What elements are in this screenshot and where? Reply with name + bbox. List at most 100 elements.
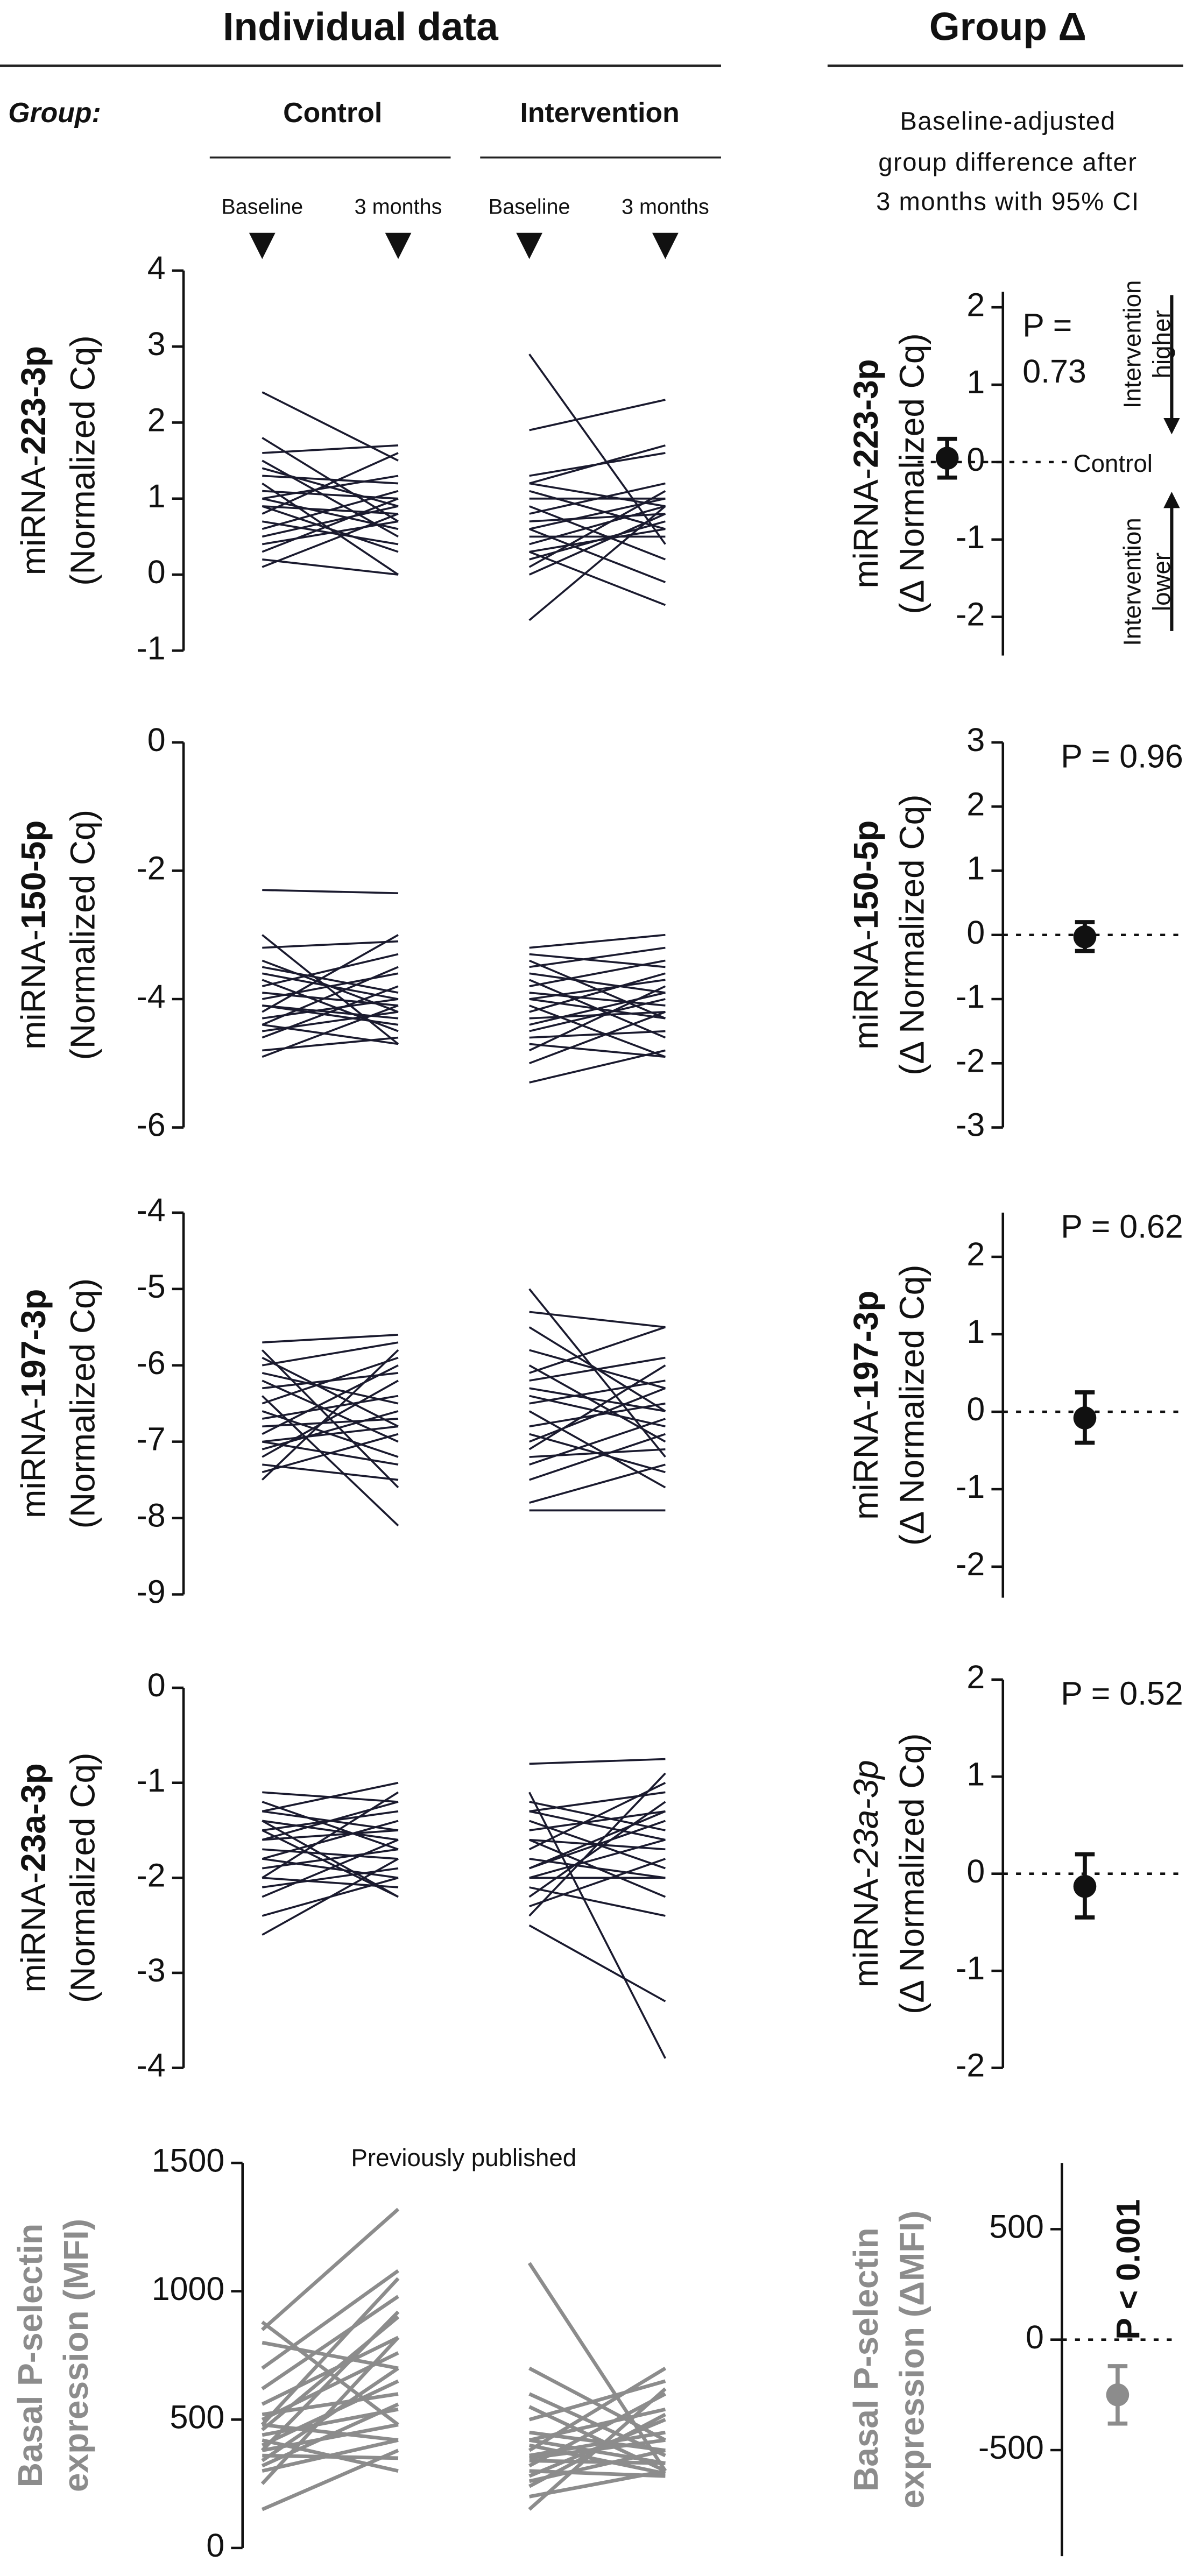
y-axis-label-part: miRNA- <box>846 468 885 589</box>
subject-line <box>262 934 399 1013</box>
y-tick-label: 1 <box>147 478 166 514</box>
y-axis-label-part: (Δ Normalized Cq) <box>892 333 931 614</box>
subject-line <box>528 1772 666 1917</box>
subject-line <box>261 2295 399 2390</box>
timepoint-arrows <box>249 232 679 259</box>
subject-line <box>529 1433 666 1481</box>
subject-line <box>261 2367 399 2462</box>
subject-line <box>262 1395 399 1420</box>
y-tick-label: -1 <box>956 1950 985 1986</box>
y-tick-label: 0 <box>206 2527 224 2564</box>
subject-line <box>261 1349 399 1481</box>
subject-line <box>529 1418 666 1466</box>
subject-line <box>262 498 399 553</box>
group-label: Group: <box>8 97 101 128</box>
subject-line <box>528 1792 667 2059</box>
subject-line <box>262 1341 399 1367</box>
y-axis-label: (Δ Normalized Cq) <box>892 333 931 614</box>
subject-line <box>262 505 399 553</box>
subject-line <box>262 979 399 1032</box>
y-tick-label: 0 <box>147 721 166 758</box>
subject-line <box>262 1463 399 1481</box>
timepoint: 3 months <box>622 195 709 219</box>
subject-line <box>262 966 399 994</box>
subject-line <box>262 1848 399 1860</box>
y-axis-label-part: miRNA- <box>14 1398 53 1518</box>
y-axis-label-part: miRNA- <box>846 1399 885 1520</box>
subject-line <box>529 1049 666 1084</box>
y-axis-label-part: 150-5p <box>846 820 885 930</box>
subject-line <box>529 482 666 515</box>
y-tick-label: -3 <box>956 1107 985 1143</box>
subject-line <box>261 1395 399 1527</box>
subject-line <box>529 946 666 968</box>
subject-line <box>529 1356 666 1382</box>
y-tick-label: -2 <box>956 596 985 633</box>
subject-line <box>262 1418 399 1428</box>
subject-line <box>262 505 399 538</box>
estimate-point <box>1106 2383 1130 2407</box>
subject-line <box>529 2438 666 2465</box>
y-axis-label-part: (Normalized Cq) <box>63 335 102 585</box>
group-name: Intervention <box>520 97 679 128</box>
y-tick-label: -1 <box>136 629 165 666</box>
subject-line <box>262 1004 399 1026</box>
subject-line <box>528 1387 666 1443</box>
y-tick-label: -2 <box>956 2047 985 2084</box>
y-tick-label: -7 <box>136 1421 165 1457</box>
y-tick-label: -6 <box>136 1107 165 1143</box>
y-axis-label-part: 23a-3p <box>14 1763 53 1872</box>
y-tick-label: -2 <box>136 1857 165 1893</box>
subject-line <box>262 889 399 895</box>
annotation: Previously published <box>351 2144 576 2171</box>
subject-line <box>260 2336 400 2485</box>
subject-line <box>529 1858 666 1908</box>
y-axis-label-part: Basal P-selectin <box>846 2227 885 2491</box>
timepoint: 3 months <box>355 195 442 219</box>
y-tick-label: 2 <box>966 1236 985 1272</box>
subject-line <box>529 979 666 1000</box>
y-tick-label: 4 <box>147 250 166 286</box>
subject-line <box>262 467 399 507</box>
y-tick-label: -4 <box>136 1192 165 1228</box>
subject-line <box>262 1791 399 1879</box>
subject-line <box>262 513 399 568</box>
subject-line <box>262 490 399 530</box>
subject-line <box>529 528 666 553</box>
subject-line <box>262 1781 399 1813</box>
y-axis-label-part: (Normalized Cq) <box>63 1753 102 2003</box>
subject-line <box>262 1334 399 1343</box>
y-axis-label: miRNA-197-3p <box>14 1289 53 1518</box>
y-tick-label: -4 <box>136 2047 165 2084</box>
y-tick-label: 500 <box>989 2208 1044 2245</box>
subject-line <box>528 1924 666 2002</box>
y-axis-label-part: (Δ Normalized Cq) <box>892 795 931 1075</box>
p-value: P < 0.001 <box>1110 2199 1146 2340</box>
subject-line <box>528 505 666 561</box>
subject-line <box>261 2269 399 2370</box>
subject-line <box>261 2336 399 2406</box>
subject-line <box>262 1356 399 1405</box>
subject-line <box>262 1364 399 1435</box>
subject-line <box>262 391 399 462</box>
y-tick-label: 0 <box>1026 2319 1044 2355</box>
subject-line <box>529 1433 666 1474</box>
y-tick-label: -2 <box>956 1042 985 1079</box>
subject-line <box>529 1810 666 1841</box>
y-tick-label: 2 <box>966 785 985 822</box>
p-value: P = 0.52 <box>1061 1675 1183 1711</box>
y-axis-label: (Δ Normalized Cq) <box>892 795 931 1075</box>
estimate-point <box>1073 925 1097 949</box>
y-tick-label: 1 <box>966 850 985 887</box>
y-tick-label: 2 <box>966 1659 985 1695</box>
y-axis-label-part: 223-3p <box>14 346 53 455</box>
y-axis-label-part: miRNA- <box>14 1872 53 1993</box>
y-axis-label: miRNA-150-5p <box>846 820 885 1050</box>
subject-line <box>528 1004 666 1058</box>
subject-line <box>528 1838 666 1898</box>
subject-line <box>261 1349 399 1489</box>
subject-line <box>528 1810 666 1870</box>
subject-line <box>528 2379 666 2422</box>
subject-line <box>529 399 666 431</box>
y-axis-label-part: expression (ΔMFI) <box>892 2211 931 2509</box>
